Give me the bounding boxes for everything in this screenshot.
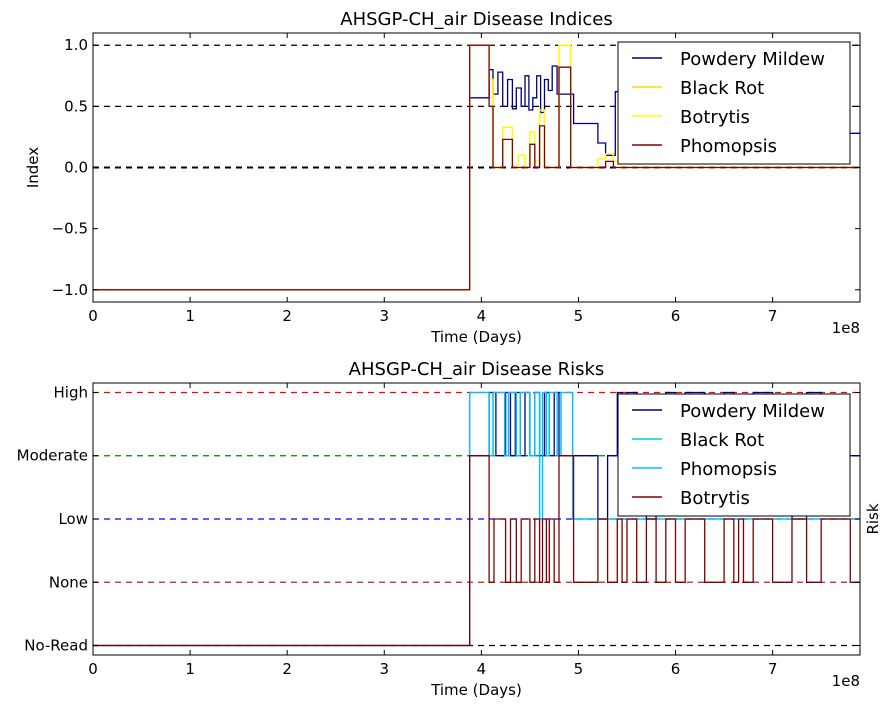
x-tick-label: 6: [671, 660, 681, 678]
y-axis-label: Risk: [864, 503, 882, 534]
legend-label: Phomopsis: [680, 136, 777, 157]
legend-label: Botrytis: [680, 107, 750, 128]
chart-title: AHSGP-CH_air Disease Indices: [340, 9, 612, 30]
y-tick-label: None: [49, 573, 88, 591]
y-tick-label: 0.0: [64, 159, 88, 177]
chart-title: AHSGP-CH_air Disease Risks: [349, 359, 605, 380]
x-tick-label: 0: [88, 307, 98, 325]
y-tick-label: −0.5: [52, 220, 88, 238]
legend-box: [617, 393, 851, 517]
legend-label: Botrytis: [680, 488, 750, 509]
x-tick-label: 7: [768, 307, 778, 325]
legend-label: Powdery Mildew: [680, 49, 825, 70]
x-tick-label: 3: [379, 307, 389, 325]
legend-label: Phomopsis: [680, 459, 777, 480]
x-tick-label: 4: [477, 660, 487, 678]
x-tick-label: 1: [185, 660, 195, 678]
x-offset-label: 1e8: [832, 672, 860, 690]
x-tick-label: 3: [379, 660, 389, 678]
series-line-phomopsis: [93, 391, 860, 647]
legend: Powdery Mildew Black Rot Botrytis Phomopsis: [617, 41, 851, 165]
y-tick-label: Moderate: [17, 447, 88, 465]
legend-label: Black Rot: [680, 78, 764, 99]
x-tick-label: 5: [574, 307, 584, 325]
y-axis-label: Index: [24, 147, 42, 188]
x-tick-label: 1: [185, 307, 195, 325]
y-tick-label: 0.5: [64, 97, 88, 115]
legend-box: [617, 41, 851, 165]
legend: Powdery Mildew Black Rot Phomopsis Botrytis: [617, 393, 851, 517]
y-tick-label: Low: [58, 510, 88, 528]
y-tick-label: No-Read: [24, 637, 88, 655]
series-line-botrytis: [93, 455, 860, 647]
legend-label: Powdery Mildew: [680, 401, 825, 422]
y-tick-label: High: [54, 383, 88, 401]
x-tick-label: 0: [88, 660, 98, 678]
y-tick-label: 1.0: [64, 36, 88, 54]
indices-chart: 0 1 2 3 4 5 6 7 −1.0 −0.5 0.0 0.5 1.0 AHSGP-CH_air Di…: [24, 9, 861, 346]
x-tick-label: 7: [768, 660, 778, 678]
legend-label: Black Rot: [680, 430, 764, 451]
x-tick-label: 2: [282, 660, 292, 678]
plot-area: [93, 391, 860, 647]
x-axis-label: Time (Days): [430, 681, 522, 699]
x-offset-label: 1e8: [832, 319, 860, 337]
risks-chart: 0 1 2 3 4 5 6 7 No-Read None Low Moderate High AHSGP-…: [17, 359, 882, 699]
x-tick-label: 6: [671, 307, 681, 325]
x-tick-label: 2: [282, 307, 292, 325]
y-tick-label: −1.0: [52, 281, 88, 299]
x-tick-label: 4: [477, 307, 487, 325]
series-line-phomopsis: [93, 44, 860, 291]
x-tick-label: 5: [574, 660, 584, 678]
x-axis-label: Time (Days): [430, 328, 522, 346]
